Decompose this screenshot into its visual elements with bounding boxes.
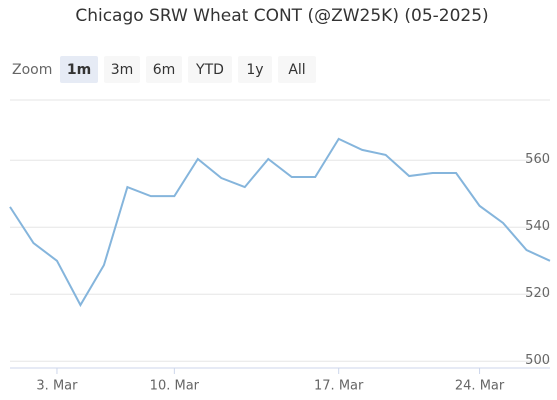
x-tick-label: 24. Mar	[455, 379, 505, 394]
zoom-button-label[interactable]: 3m	[111, 62, 134, 78]
y-tick-label: 540	[525, 219, 550, 234]
zoom-label: Zoom	[12, 62, 52, 78]
zoom-button[interactable]	[104, 56, 140, 83]
x-tick-label: 10. Mar	[150, 379, 200, 394]
zoom-button[interactable]	[146, 56, 182, 83]
zoom-button[interactable]	[238, 56, 272, 83]
zoom-button-label[interactable]: 6m	[153, 62, 176, 78]
zoom-button[interactable]	[278, 56, 316, 83]
zoom-button-label[interactable]: All	[288, 62, 305, 78]
price-line	[9, 137, 551, 308]
zoom-button[interactable]	[60, 56, 98, 83]
zoom-button-label[interactable]: 1y	[246, 62, 263, 78]
zoom-button[interactable]	[188, 56, 232, 83]
y-tick-label: 520	[525, 286, 550, 301]
x-tick-label: 3. Mar	[36, 379, 78, 394]
zoom-button-label[interactable]: YTD	[195, 62, 224, 78]
zoom-button-label[interactable]: 1m	[67, 62, 91, 78]
y-tick-label: 500	[525, 353, 550, 368]
x-tick-label: 17. Mar	[314, 379, 364, 394]
chart-title: Chicago SRW Wheat CONT (@ZW25K) (05-2025…	[75, 6, 488, 26]
y-tick-label: 560	[525, 152, 550, 167]
